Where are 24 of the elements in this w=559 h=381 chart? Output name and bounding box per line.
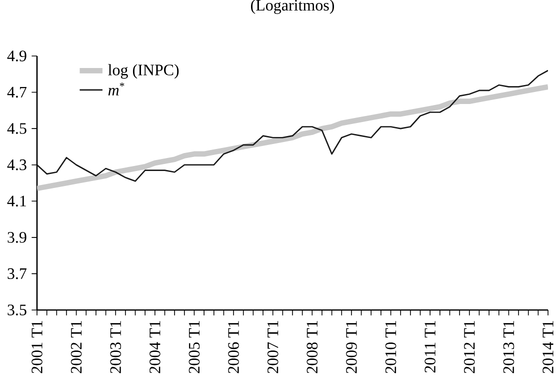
x-tick-label: 2011 T1	[424, 321, 436, 373]
y-tick-label: 4.9	[7, 50, 26, 62]
x-tick-label: 2005 T1	[188, 320, 200, 374]
y-tick-label: 3.9	[8, 232, 26, 243]
x-tick-label: 2007 T1	[267, 320, 278, 374]
x-tick-label: 2009 T1	[346, 320, 357, 374]
x-tick-label: 2010 T1	[385, 320, 396, 374]
x-tick-label: 2012 T1	[464, 320, 475, 374]
legend-label: m$^{*}$	[108, 82, 124, 96]
x-tick-label: 2013 T1	[503, 320, 514, 374]
y-tick-label: 4.5	[7, 123, 26, 134]
x-tick-label: 2002 T1	[70, 320, 82, 374]
y-tick-label: 4.3	[7, 159, 26, 170]
y-tick-label: 4.7	[7, 86, 26, 98]
y-tick-label: 3.7	[8, 268, 26, 280]
x-tick-label: 2001 T1	[32, 320, 42, 374]
x-tick-label: 2004 T1	[150, 320, 160, 374]
x-tick-label: 2008 T1	[306, 320, 318, 374]
y-tick-label: 3.5	[8, 304, 26, 316]
legend-label: log (INPC)	[108, 64, 179, 79]
x-tick-label: 2006 T1	[228, 320, 239, 374]
y-tick-label: 4.1	[7, 196, 26, 207]
x-tick-label: 2014 T1	[542, 320, 554, 374]
x-tick-label: 2003 T1	[110, 320, 122, 374]
